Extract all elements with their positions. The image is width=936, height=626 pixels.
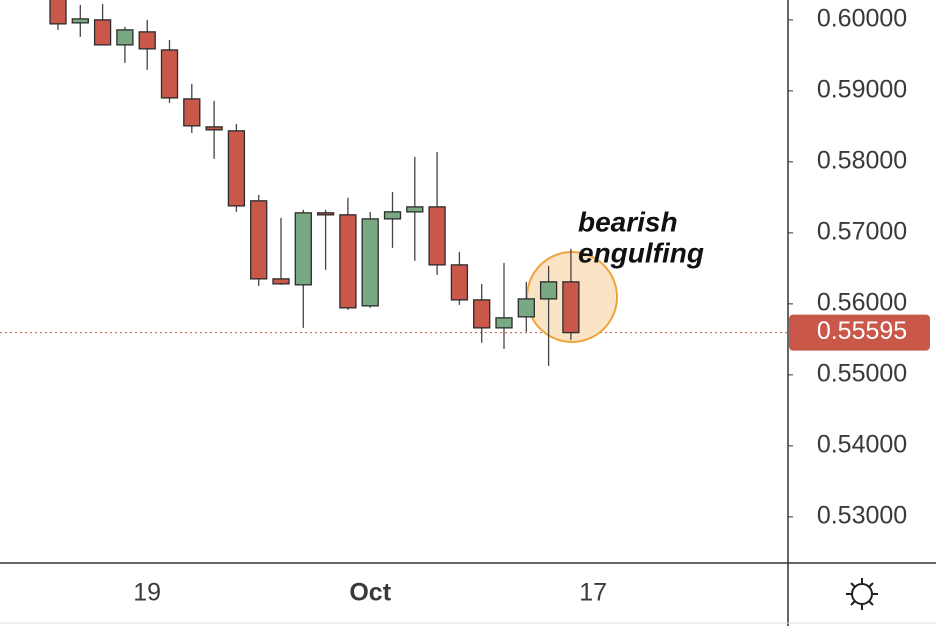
candle-body [428,206,446,266]
y-tick-label: 0.55000 [817,359,907,387]
current-price-label: 0.55595 [817,317,907,345]
candle-body [539,281,558,300]
candle-body [383,211,402,220]
x-tick-label: 19 [133,579,161,607]
settings-icon[interactable] [846,578,878,610]
y-tick-label: 0.60000 [817,4,907,32]
candle-body [183,98,201,127]
x-tick-label: 17 [579,579,607,607]
y-tick-label: 0.56000 [817,288,907,316]
candle-body [562,281,580,334]
candle-body [294,212,312,286]
candle-body [517,298,535,318]
current-price-box [789,314,930,351]
candle-body [406,206,424,213]
candle-body [205,126,223,131]
candle-body [473,299,491,329]
candle-body [138,31,156,50]
y-tick-label: 0.59000 [817,75,907,103]
y-tick-label: 0.53000 [817,501,907,529]
y-tick-label: 0.58000 [817,146,907,174]
annotation: engulfing [578,237,704,268]
y-tick-label: 0.54000 [817,430,907,458]
annotation: bearish [578,206,678,237]
candle-body [49,0,67,25]
candle-body [450,264,469,301]
candle-body [272,278,290,285]
candle-body [71,18,89,24]
candle-body [93,19,112,46]
candle-body [160,49,179,99]
candle-body [116,29,134,46]
candle-body [250,200,268,280]
x-tick-label: Oct [349,579,391,607]
y-tick-label: 0.57000 [817,217,907,245]
candle-body [227,130,246,207]
candle-body [339,214,357,309]
candle-body [495,317,513,329]
candle-body [361,218,379,307]
candle-body [316,212,335,216]
